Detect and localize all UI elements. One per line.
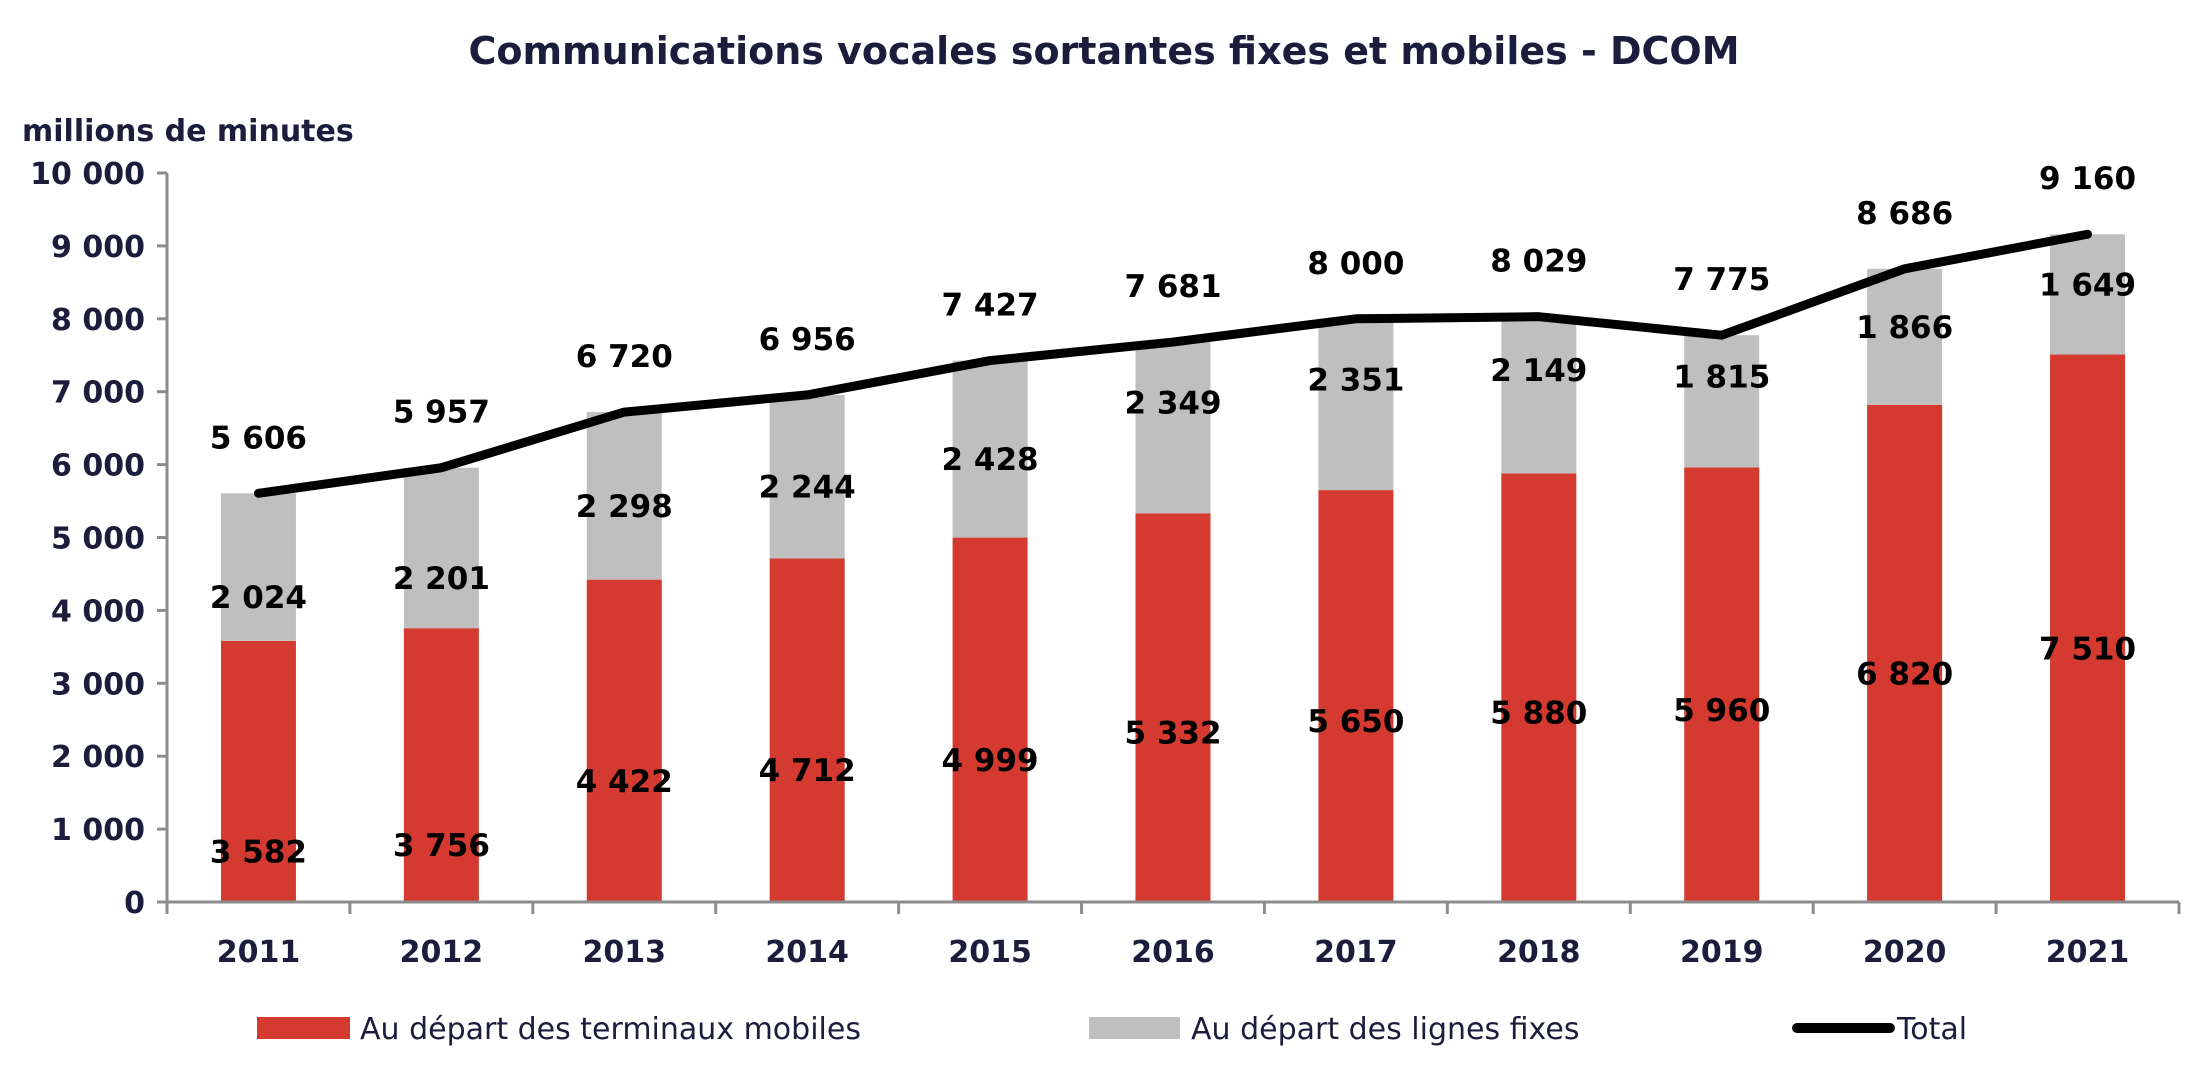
bar-mobile xyxy=(403,628,479,902)
x-tick-label: 2016 xyxy=(1131,935,1215,970)
legend-label-fixed: Au départ des lignes fixes xyxy=(1191,1012,1579,1047)
label-total: 5 957 xyxy=(393,395,490,431)
y-axis-label: millions de minutes xyxy=(22,114,354,149)
bar-fixed xyxy=(1135,342,1211,514)
label-fixed: 2 298 xyxy=(576,489,673,525)
bar-fixed xyxy=(1684,335,1760,468)
x-tick-label: 2013 xyxy=(583,935,667,970)
bar-mobile xyxy=(1135,513,1211,902)
bar-mobile xyxy=(1318,490,1394,902)
label-total: 8 000 xyxy=(1307,246,1404,282)
bar-fixed xyxy=(586,412,662,580)
bar-mobile xyxy=(2050,354,2126,902)
label-mobile: 4 712 xyxy=(759,753,856,789)
label-mobile: 5 960 xyxy=(1673,693,1770,729)
label-fixed: 2 244 xyxy=(759,470,856,506)
y-tick-label: 8 000 xyxy=(51,303,145,338)
x-tick-label: 2017 xyxy=(1314,935,1398,970)
x-tick-label: 2018 xyxy=(1497,935,1581,970)
label-fixed: 2 351 xyxy=(1307,362,1404,398)
x-tick-label: 2021 xyxy=(2046,935,2130,970)
y-tick-label: 6 000 xyxy=(51,449,145,484)
label-total: 9 160 xyxy=(2039,161,2136,197)
label-mobile: 4 422 xyxy=(576,764,673,800)
label-total: 8 686 xyxy=(1856,196,1953,232)
bar-mobile xyxy=(1501,473,1577,902)
label-fixed: 1 649 xyxy=(2039,267,2136,303)
x-tick-label: 2011 xyxy=(217,935,301,970)
label-mobile: 6 820 xyxy=(1856,656,1953,692)
label-mobile: 5 650 xyxy=(1307,704,1404,740)
legend-swatch-mobile xyxy=(257,1017,350,1039)
label-total: 5 606 xyxy=(210,420,307,456)
label-mobile: 5 332 xyxy=(1124,716,1221,752)
chart-title: Communications vocales sortantes fixes e… xyxy=(468,29,1739,73)
legend-label-mobile: Au départ des terminaux mobiles xyxy=(360,1012,861,1047)
label-fixed: 1 866 xyxy=(1856,310,1953,346)
bar-fixed xyxy=(769,394,845,559)
bar-fixed xyxy=(1318,318,1394,491)
label-mobile: 7 510 xyxy=(2039,631,2136,667)
y-tick-label: 4 000 xyxy=(51,594,145,629)
bar-fixed xyxy=(1867,268,1943,405)
legend-label-total: Total xyxy=(1896,1012,1967,1047)
label-mobile: 3 756 xyxy=(393,828,490,864)
y-tick-label: 2 000 xyxy=(51,740,145,775)
label-total: 7 427 xyxy=(942,288,1039,324)
bar-mobile xyxy=(769,558,845,902)
x-tick-label: 2014 xyxy=(765,935,849,970)
label-fixed: 2 024 xyxy=(210,580,307,616)
y-tick-label: 9 000 xyxy=(51,230,145,265)
label-total: 8 029 xyxy=(1490,244,1587,280)
y-tick-label: 1 000 xyxy=(51,813,145,848)
bar-fixed xyxy=(2050,234,2126,355)
label-fixed: 1 815 xyxy=(1673,359,1770,395)
y-tick-label: 5 000 xyxy=(51,522,145,557)
label-total: 7 681 xyxy=(1124,269,1221,305)
label-total: 7 775 xyxy=(1673,262,1770,298)
label-fixed: 2 349 xyxy=(1124,386,1221,422)
bar-mobile xyxy=(586,579,662,902)
label-mobile: 3 582 xyxy=(210,834,307,870)
label-fixed: 2 201 xyxy=(393,561,490,597)
label-fixed: 2 149 xyxy=(1490,353,1587,389)
y-tick-label: 3 000 xyxy=(51,667,145,702)
bar-fixed xyxy=(1501,316,1577,474)
bar-mobile xyxy=(220,640,296,902)
label-mobile: 5 880 xyxy=(1490,696,1587,732)
bar-mobile xyxy=(1684,467,1760,902)
bar-mobile xyxy=(1867,404,1943,902)
bar-fixed xyxy=(403,467,479,629)
y-tick-label: 7 000 xyxy=(51,376,145,411)
legend-swatch-fixed xyxy=(1089,1017,1180,1039)
x-tick-label: 2019 xyxy=(1680,935,1764,970)
x-tick-label: 2020 xyxy=(1863,935,1947,970)
label-total: 6 956 xyxy=(759,322,856,358)
x-tick-label: 2015 xyxy=(948,935,1032,970)
y-tick-label: 10 000 xyxy=(30,157,145,192)
bar-fixed xyxy=(952,360,1028,538)
x-tick-label: 2012 xyxy=(400,935,484,970)
bar-fixed xyxy=(220,493,296,641)
bar-mobile xyxy=(952,537,1028,902)
label-mobile: 4 999 xyxy=(942,743,1039,779)
label-fixed: 2 428 xyxy=(942,442,1039,478)
label-total: 6 720 xyxy=(576,339,673,375)
y-tick-label: 0 xyxy=(124,886,145,921)
